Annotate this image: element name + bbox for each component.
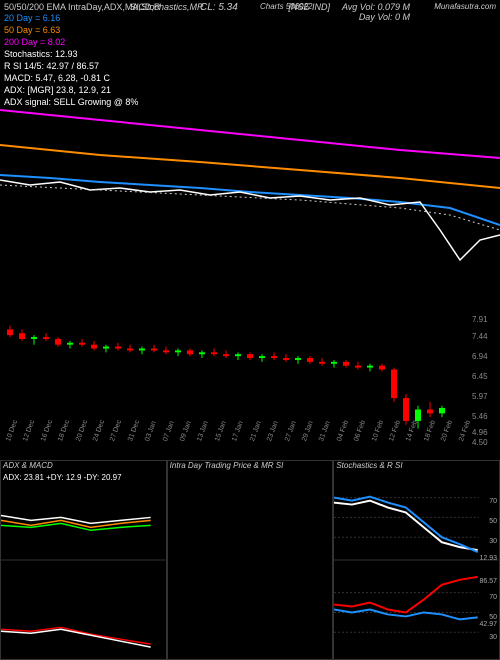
stoch-y-label: 30: [489, 538, 497, 545]
indicator-list: 20 Day = 6.1650 Day = 6.63200 Day = 8.02…: [4, 12, 138, 108]
stoch-y-label: 42.97: [479, 621, 497, 628]
indicator-line: Stochastics: 12.93: [4, 48, 138, 60]
adx-macd-panel[interactable]: ADX & MACD ADX: 23.81 +DY: 12.9 -DY: 20.…: [0, 460, 167, 660]
day-vol: Day Vol: 0 M: [359, 12, 410, 22]
indicator-line: 200 Day = 8.02: [4, 36, 138, 48]
stoch-y-label: 86.57: [479, 578, 497, 585]
y-axis-label: 7.44: [472, 332, 488, 341]
date-x-axis: 10 Dec12 Dec16 Dec18 Dec20 Dec24 Dec27 D…: [0, 440, 470, 460]
main-ema-chart[interactable]: [0, 100, 500, 300]
chart-header: 50/50/200 EMA IntraDay,ADX,MACD,R SI,Sto…: [0, 0, 500, 4]
y-axis-label: 4.50: [472, 438, 488, 447]
site-label: Munafasutra.com: [434, 2, 496, 11]
intraday-panel[interactable]: Intra Day Trading Price & MR SI: [167, 460, 334, 660]
candle-y-axis: 7.917.446.946.455.975.464.964.50: [470, 310, 500, 440]
indicator-line: 20 Day = 6.16: [4, 12, 138, 24]
y-axis-label: 5.97: [472, 392, 488, 401]
avg-vol: Avg Vol: 0.079 M: [342, 2, 410, 12]
stoch-y-label: 50: [489, 614, 497, 621]
stoch-y-label: 12.93: [479, 555, 497, 562]
header-title-center-left: SI,Stochastics,MR: [130, 2, 204, 12]
indicator-line: R SI 14/5: 42.97 / 86.57: [4, 60, 138, 72]
indicator-line: 50 Day = 6.63: [4, 24, 138, 36]
y-axis-label: 7.91: [472, 315, 488, 324]
adx-subtitle: ADX: 23.81 +DY: 12.9 -DY: 20.97: [3, 473, 122, 482]
stoch-y-label: 30: [489, 634, 497, 641]
y-axis-label: 4.96: [472, 428, 488, 437]
stoch-title: Stochastics & R SI: [336, 461, 402, 470]
stoch-axis: 70503012.9386.57705042.9730: [479, 461, 497, 659]
bottom-panels: ADX & MACD ADX: 23.81 +DY: 12.9 -DY: 20.…: [0, 460, 500, 660]
adx-title: ADX & MACD: [3, 461, 53, 470]
stochastics-panel[interactable]: Stochastics & R SI 70503012.9386.5770504…: [333, 460, 500, 660]
stoch-y-label: 70: [489, 594, 497, 601]
close-label: CL: 5.34: [200, 2, 238, 13]
y-axis-label: 6.94: [472, 352, 488, 361]
y-axis-label: 6.45: [472, 372, 488, 381]
stoch-y-label: 50: [489, 518, 497, 525]
intra-title: Intra Day Trading Price & MR SI: [170, 461, 284, 470]
stoch-y-label: 70: [489, 498, 497, 505]
exchange-label: [NSE IND]: [288, 2, 330, 12]
indicator-line: MACD: 5.47, 6.28, -0.81 C: [4, 72, 138, 84]
indicator-line: ADX: [MGR] 23.8, 12.9, 21: [4, 84, 138, 96]
y-axis-label: 5.46: [472, 412, 488, 421]
